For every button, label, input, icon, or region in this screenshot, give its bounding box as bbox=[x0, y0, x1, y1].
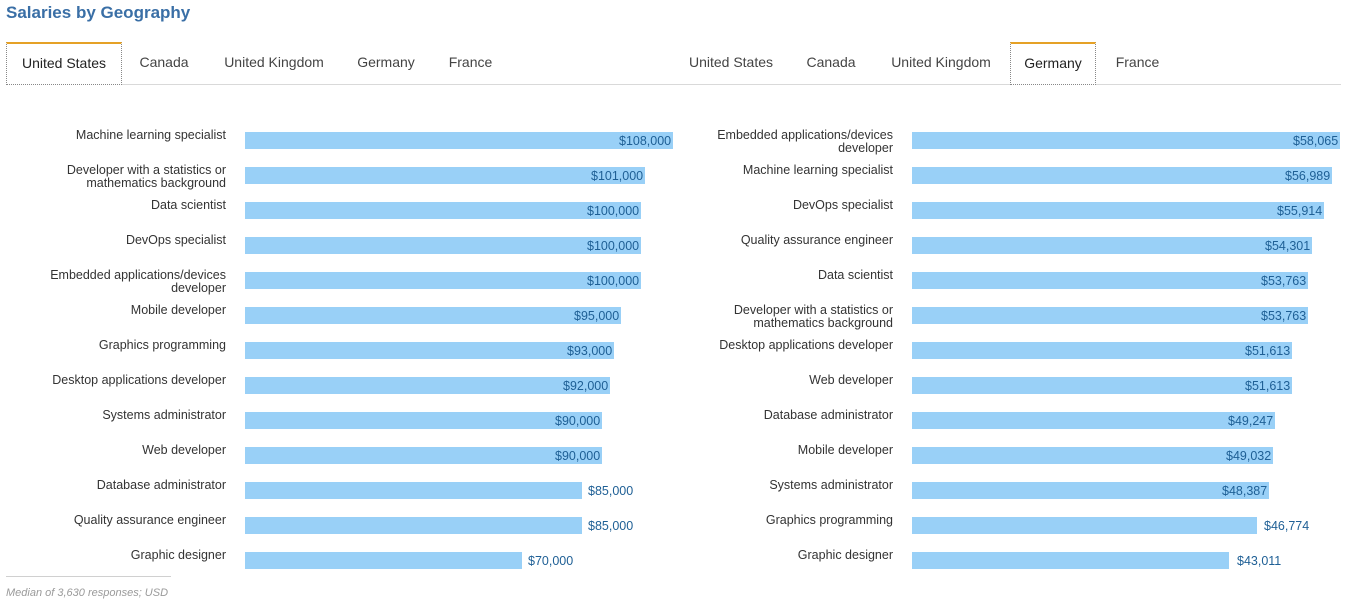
salary-bar[interactable] bbox=[912, 552, 1229, 569]
value-label: $51,613 bbox=[1245, 379, 1291, 393]
salary-bar[interactable] bbox=[912, 237, 1312, 254]
value-label: $54,301 bbox=[1265, 239, 1311, 253]
value-label: $53,763 bbox=[1261, 309, 1307, 323]
category-label: Systems administrator bbox=[102, 408, 226, 422]
tab-france[interactable]: France bbox=[448, 54, 493, 70]
tab-france[interactable]: France bbox=[1115, 54, 1160, 70]
salary-bar[interactable] bbox=[912, 377, 1292, 394]
us-salary-chart: Machine learning specialist $108,000 Devel… bbox=[6, 40, 676, 570]
salary-bar[interactable] bbox=[912, 167, 1332, 184]
value-label: $95,000 bbox=[574, 309, 620, 323]
category-label: Machine learning specialist bbox=[742, 163, 893, 177]
salary-bar[interactable] bbox=[245, 552, 522, 569]
category-label: Mobile developer bbox=[130, 303, 226, 317]
category-label: DevOps specialist bbox=[792, 198, 893, 212]
category-label: Mobile developer bbox=[797, 443, 893, 457]
tab-united-kingdom[interactable]: United Kingdom bbox=[891, 54, 991, 70]
value-label: $51,613 bbox=[1245, 344, 1291, 358]
value-label: $90,000 bbox=[555, 414, 601, 428]
salary-bar[interactable] bbox=[245, 237, 641, 254]
salary-bar[interactable] bbox=[912, 517, 1257, 534]
value-label: $92,000 bbox=[563, 379, 609, 393]
category-label: Graphic designer bbox=[130, 548, 226, 562]
category-label: Graphic designer bbox=[797, 548, 893, 562]
tab-united-states[interactable]: United States bbox=[6, 42, 122, 85]
value-label: $56,989 bbox=[1285, 169, 1331, 183]
salary-bar[interactable] bbox=[245, 132, 673, 149]
tab-united-states[interactable]: United States bbox=[688, 54, 774, 70]
category-label: Quality assurance engineer bbox=[740, 233, 893, 247]
value-label: $100,000 bbox=[587, 274, 640, 288]
category-label: Graphics programming bbox=[765, 513, 893, 527]
category-label: Quality assurance engineer bbox=[73, 513, 226, 527]
value-label: $100,000 bbox=[587, 204, 640, 218]
category-label: Embedded applications/devices developer bbox=[50, 268, 226, 295]
value-label: $108,000 bbox=[619, 134, 672, 148]
salary-bar[interactable] bbox=[912, 307, 1308, 324]
value-label: $90,000 bbox=[555, 449, 601, 463]
country-tab-bar: United States Canada United Kingdom Germany… bbox=[6, 40, 674, 85]
value-label: $49,032 bbox=[1226, 449, 1272, 463]
category-label: Desktop applications developer bbox=[52, 373, 226, 387]
salary-bar[interactable] bbox=[245, 412, 602, 429]
value-label: $49,247 bbox=[1228, 414, 1274, 428]
category-label: Systems administrator bbox=[769, 478, 893, 492]
category-label: Database administrator bbox=[96, 478, 226, 492]
category-label: Developer with a statistics or mathemati… bbox=[66, 163, 226, 190]
value-label: $93,000 bbox=[567, 344, 613, 358]
salary-bar[interactable] bbox=[912, 202, 1324, 219]
category-label: Embedded applications/devices developer bbox=[717, 128, 893, 155]
footnote: Median of 3,630 responses; USD bbox=[6, 587, 169, 599]
salary-bar[interactable] bbox=[245, 517, 582, 534]
category-label: Machine learning specialist bbox=[75, 128, 226, 142]
footnote-divider bbox=[6, 576, 171, 577]
value-label: $101,000 bbox=[591, 169, 644, 183]
salary-bar[interactable] bbox=[245, 307, 621, 324]
value-label: $85,000 bbox=[588, 519, 634, 533]
tab-canada[interactable]: Canada bbox=[139, 54, 189, 70]
value-label: $46,774 bbox=[1264, 519, 1310, 533]
category-label: Data scientist bbox=[817, 268, 893, 282]
value-label: $85,000 bbox=[588, 484, 634, 498]
category-label: Web developer bbox=[809, 373, 893, 387]
value-label: $58,065 bbox=[1293, 134, 1339, 148]
tab-germany[interactable]: Germany bbox=[1010, 42, 1096, 85]
salary-bar[interactable] bbox=[912, 272, 1308, 289]
category-label: Data scientist bbox=[150, 198, 226, 212]
salary-bar[interactable] bbox=[245, 342, 614, 359]
us-salary-panel: United States Canada United Kingdom Germany… bbox=[6, 40, 676, 570]
salary-bar[interactable] bbox=[912, 482, 1269, 499]
salary-bar[interactable] bbox=[245, 482, 582, 499]
value-label: $55,914 bbox=[1277, 204, 1323, 218]
category-label: Developer with a statistics or mathemati… bbox=[733, 303, 893, 330]
category-label: Web developer bbox=[142, 443, 226, 457]
salary-bar[interactable] bbox=[245, 447, 602, 464]
tab-canada[interactable]: Canada bbox=[806, 54, 856, 70]
value-label: $43,011 bbox=[1237, 554, 1282, 568]
salary-bar[interactable] bbox=[912, 342, 1292, 359]
value-label: $100,000 bbox=[587, 239, 640, 253]
chart-title: Salaries by Geography bbox=[6, 3, 191, 22]
value-label: $53,763 bbox=[1261, 274, 1307, 288]
tab-united-kingdom[interactable]: United Kingdom bbox=[224, 54, 324, 70]
salary-bar[interactable] bbox=[912, 412, 1275, 429]
value-label: $48,387 bbox=[1222, 484, 1268, 498]
value-label: $70,000 bbox=[528, 554, 574, 568]
salary-bar[interactable] bbox=[245, 272, 641, 289]
salary-bar[interactable] bbox=[912, 447, 1273, 464]
category-label: Database administrator bbox=[763, 408, 893, 422]
tab-germany[interactable]: Germany bbox=[357, 54, 415, 70]
germany-salary-chart: Embedded applications/devices developer $… bbox=[673, 40, 1343, 570]
salary-bar[interactable] bbox=[245, 377, 610, 394]
salary-bar[interactable] bbox=[912, 132, 1340, 149]
category-label: Desktop applications developer bbox=[719, 338, 893, 352]
salary-bar[interactable] bbox=[245, 202, 641, 219]
salary-bar[interactable] bbox=[245, 167, 645, 184]
category-label: DevOps specialist bbox=[125, 233, 226, 247]
germany-salary-panel: United States Canada United Kingdom Germany… bbox=[673, 40, 1343, 570]
country-tab-bar: United States Canada United Kingdom Germany… bbox=[673, 40, 1341, 85]
category-label: Graphics programming bbox=[98, 338, 226, 352]
